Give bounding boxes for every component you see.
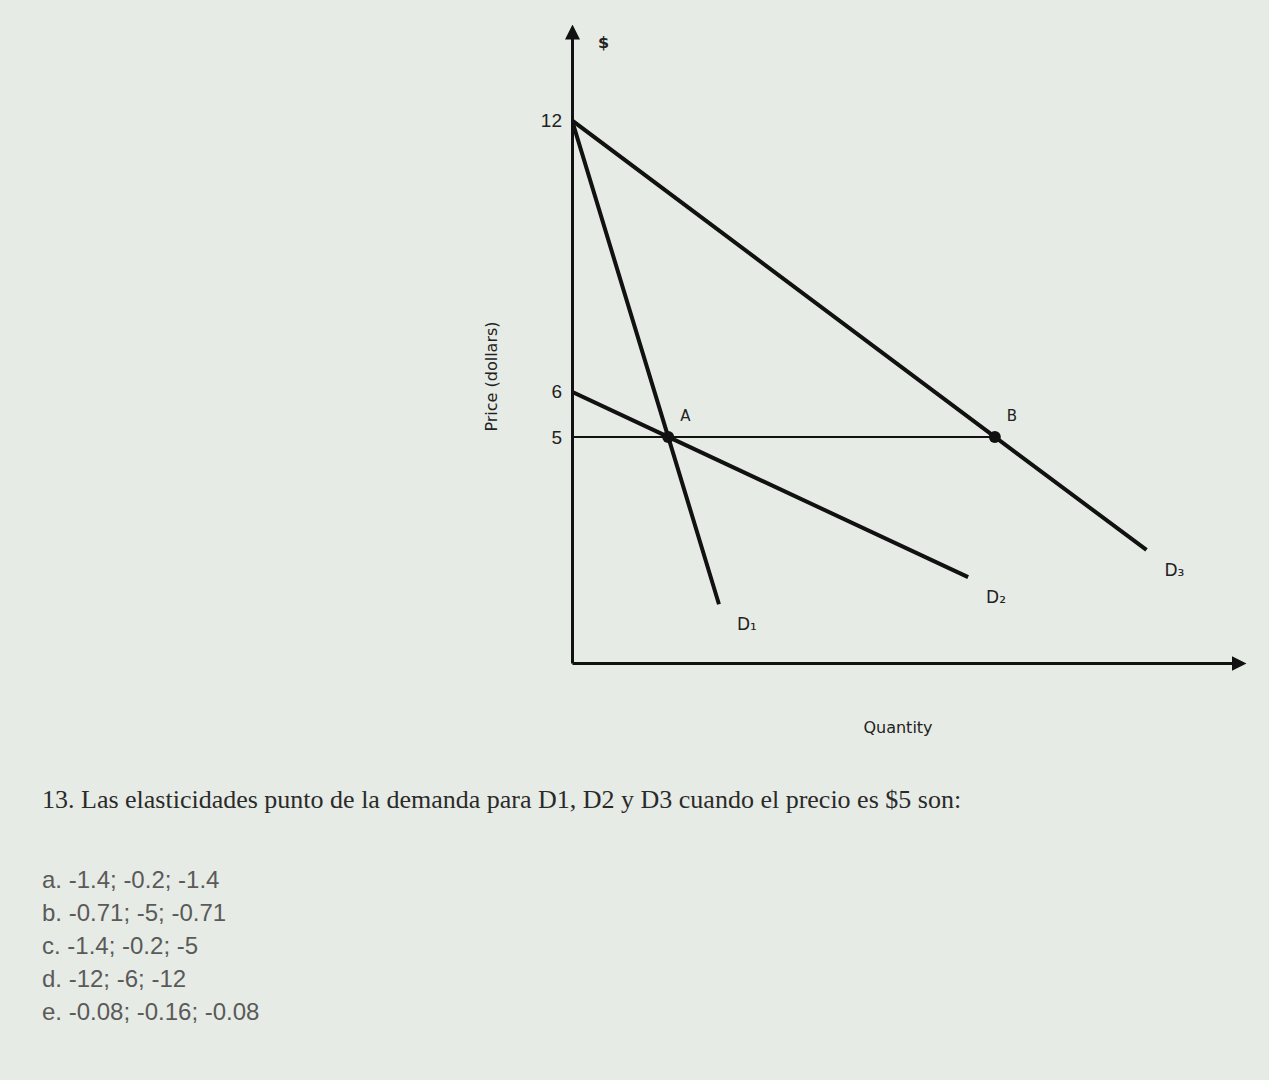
x-axis-line	[573, 662, 1241, 665]
demand-line	[572, 120, 719, 604]
y-tick: 6	[551, 381, 572, 402]
series-label: D₂	[986, 587, 1006, 607]
answer-option: c. -1.4; -0.2; -5	[42, 932, 198, 959]
y-tick: 12	[541, 110, 572, 131]
x-axis-title: Quantity	[863, 718, 932, 737]
x-axis	[573, 663, 1241, 664]
answer-option: e. -0.08; -0.16; -0.08	[42, 998, 259, 1025]
y-axis: 5 6 12	[541, 31, 573, 664]
demand-line	[572, 392, 968, 577]
answer-option: d. -12; -6; -12	[42, 965, 186, 992]
chart-root: 5 6 12 $ Price (dollars) Quantity A B D₁ D₂ D₃ 13. …	[0, 0, 1269, 1080]
answer-option: b. -0.71; -5; -0.71	[42, 899, 226, 926]
series-label: D₁	[737, 614, 757, 634]
y-tick: 5	[551, 427, 572, 448]
point-label: B	[1007, 407, 1017, 425]
point	[662, 431, 674, 443]
y-axis-title: Price (dollars)	[482, 321, 501, 431]
point	[989, 431, 1001, 443]
answer-option: a. -1.4; -0.2; -1.4	[42, 866, 219, 893]
question-text: 13. Las elasticidades punto de la demand…	[42, 785, 961, 814]
y-tick-label: 12	[541, 110, 562, 131]
point-label: A	[680, 407, 691, 425]
series-label: D₃	[1164, 560, 1184, 580]
y-tick-label: 6	[551, 381, 562, 402]
price-line	[572, 436, 995, 438]
y-symbol: $	[598, 33, 609, 52]
y-tick-label: 5	[551, 427, 562, 448]
demand-line	[572, 120, 1146, 550]
plot-area	[572, 120, 1146, 604]
